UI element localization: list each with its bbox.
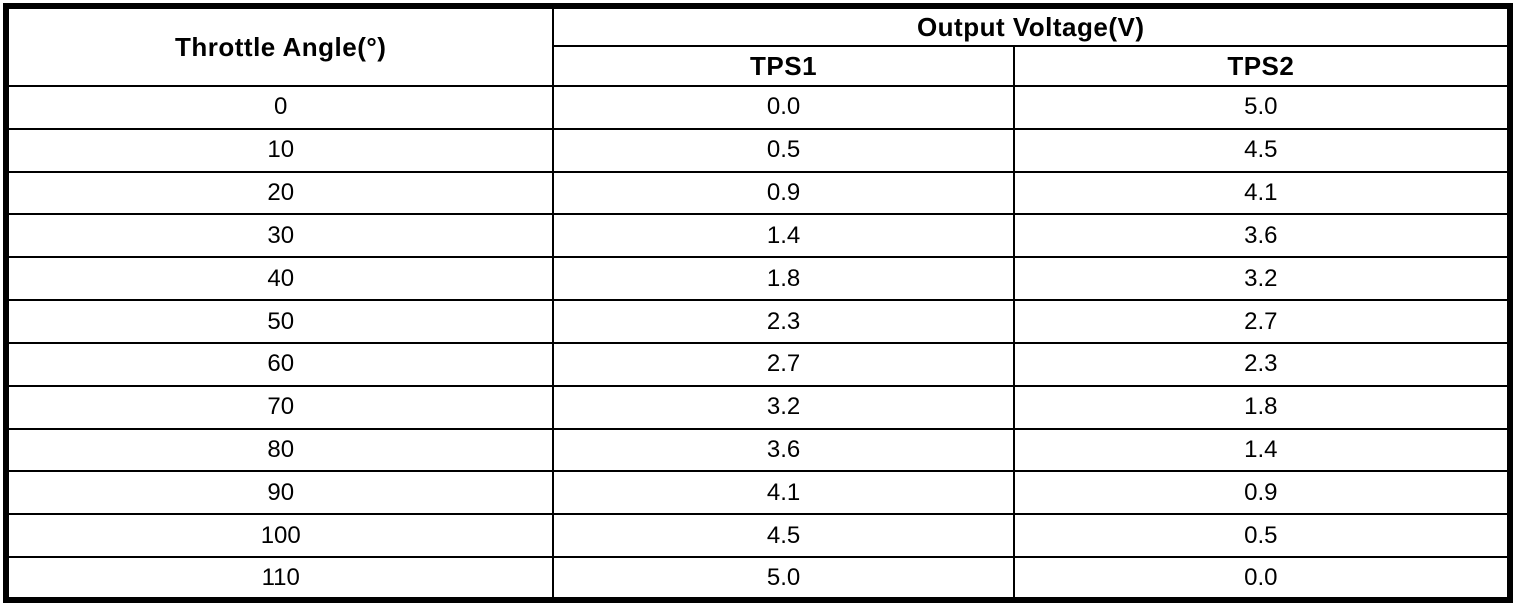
- table-row: 70 3.2 1.8: [4, 384, 1512, 430]
- throttle-angle-cell: 60: [4, 341, 555, 387]
- tps1-header: TPS1: [552, 45, 1015, 87]
- tps1-value-cell: 0.0: [552, 85, 1015, 130]
- tps2-value-cell: 4.5: [1012, 127, 1512, 173]
- tps1-value-cell: 2.7: [552, 341, 1015, 387]
- tps1-value-cell: 5.0: [552, 556, 1015, 601]
- table-row: 60 2.7 2.3: [4, 341, 1512, 387]
- tps2-value-cell: 5.0: [1012, 85, 1512, 130]
- table-row: 100 4.5 0.5: [4, 513, 1512, 559]
- throttle-angle-cell: 70: [4, 384, 555, 430]
- tps1-value-cell: 0.9: [552, 170, 1015, 216]
- throttle-position-sensor-table: Throttle Angle(°) Output Voltage(V) TPS1…: [3, 3, 1513, 603]
- table-row: 50 2.3 2.7: [4, 299, 1512, 344]
- tps2-value-cell: 2.7: [1012, 299, 1512, 344]
- tps2-value-cell: 0.5: [1012, 513, 1512, 559]
- tps2-value-cell: 3.6: [1012, 213, 1512, 259]
- tps1-value-cell: 0.5: [552, 127, 1015, 173]
- throttle-angle-cell: 80: [4, 427, 555, 473]
- throttle-angle-cell: 10: [4, 127, 555, 173]
- header-row-main: Throttle Angle(°) Output Voltage(V): [4, 5, 1511, 87]
- tps1-value-cell: 3.2: [552, 384, 1015, 430]
- throttle-angle-header: Throttle Angle(°): [4, 5, 555, 87]
- output-voltage-header: Output Voltage(V): [552, 5, 1511, 47]
- tps1-value-cell: 4.1: [552, 470, 1015, 516]
- throttle-angle-cell: 100: [4, 513, 555, 559]
- table-row: 20 0.9 4.1: [4, 170, 1512, 216]
- throttle-angle-cell: 40: [4, 256, 555, 302]
- tps2-value-cell: 2.3: [1012, 341, 1512, 387]
- throttle-angle-cell: 110: [4, 556, 555, 601]
- tps2-value-cell: 1.4: [1012, 427, 1512, 473]
- tps2-value-cell: 3.2: [1012, 256, 1512, 302]
- table-row: 0 0.0 5.0: [4, 85, 1512, 130]
- tps1-value-cell: 2.3: [552, 299, 1015, 344]
- throttle-angle-cell: 20: [4, 170, 555, 216]
- table-row: 90 4.1 0.9: [4, 470, 1512, 516]
- tps2-value-cell: 4.1: [1012, 170, 1512, 216]
- tps2-header: TPS2: [1012, 45, 1512, 87]
- tps2-value-cell: 1.8: [1012, 384, 1512, 430]
- table-row: 30 1.4 3.6: [4, 213, 1512, 259]
- tps2-value-cell: 0.9: [1012, 470, 1512, 516]
- table-row: 80 3.6 1.4: [4, 427, 1512, 473]
- throttle-angle-cell: 30: [4, 213, 555, 259]
- tps2-value-cell: 0.0: [1012, 556, 1512, 601]
- throttle-angle-cell: 90: [4, 470, 555, 516]
- throttle-angle-cell: 0: [4, 85, 555, 130]
- throttle-angle-cell: 50: [4, 299, 555, 344]
- table-row: 10 0.5 4.5: [4, 127, 1512, 173]
- tps1-value-cell: 3.6: [552, 427, 1015, 473]
- header-row-sub: TPS1 TPS2: [6, 45, 1512, 87]
- tps1-value-cell: 4.5: [552, 513, 1015, 559]
- table-row: 40 1.8 3.2: [4, 256, 1512, 302]
- table-row: 110 5.0 0.0: [4, 556, 1512, 601]
- tps1-value-cell: 1.4: [552, 213, 1015, 259]
- tps1-value-cell: 1.8: [552, 256, 1015, 302]
